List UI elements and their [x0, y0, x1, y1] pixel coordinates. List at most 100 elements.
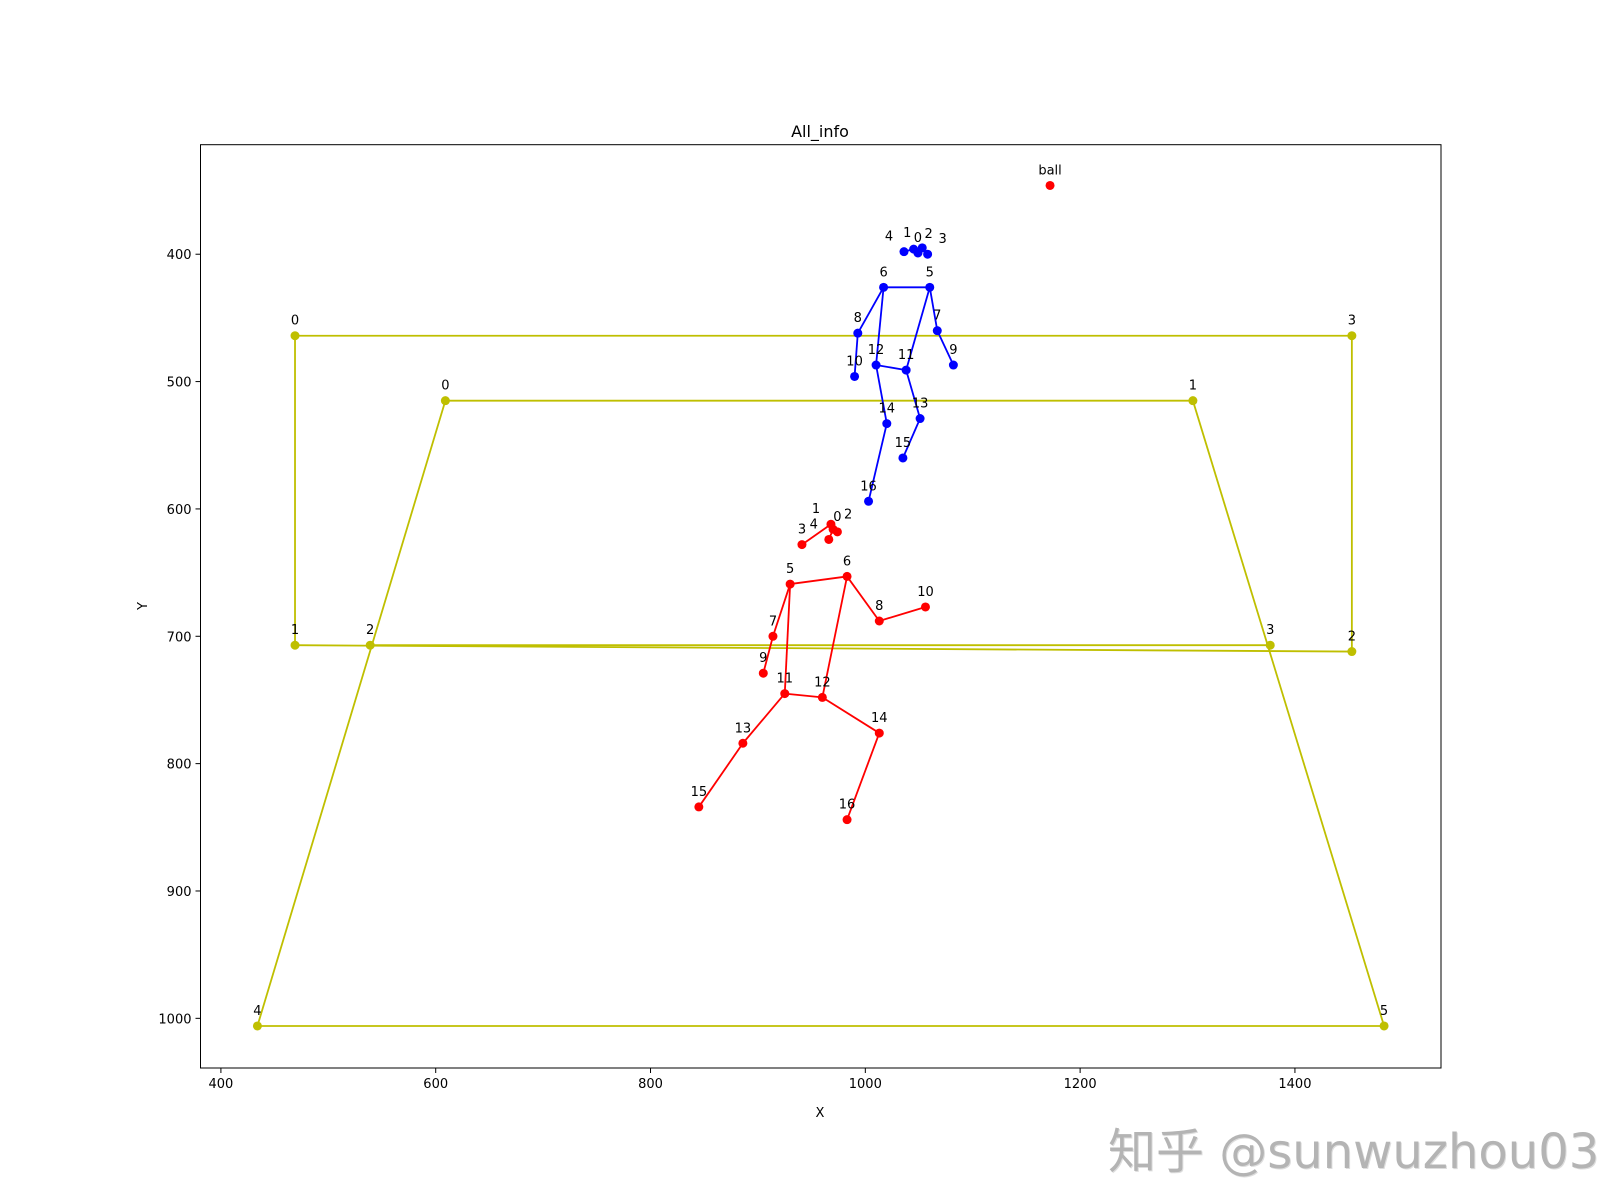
y-tick-label: 800 [167, 758, 192, 773]
player-blue-point-label: 8 [854, 311, 862, 326]
player-blue-point-label: 3 [938, 232, 946, 247]
player-red-edge [762, 636, 774, 674]
court-outer-point [1347, 647, 1357, 657]
player-blue-point [932, 326, 942, 336]
axes-frame [200, 144, 1442, 1069]
player-blue-edge [853, 333, 859, 377]
player-blue-point [923, 249, 933, 259]
player-blue-point [864, 496, 874, 506]
court-inner-edge [1192, 400, 1385, 1027]
player-blue-point [901, 365, 911, 375]
court-inner-point-label: 4 [253, 1004, 261, 1019]
player-blue-point-label: 0 [914, 231, 922, 246]
ball: ball [1038, 163, 1062, 190]
x-axis-label: X [816, 1106, 825, 1121]
player-red-point-label: 3 [798, 523, 806, 538]
player-blue-edge [857, 286, 885, 334]
player-red-point-label: 2 [844, 507, 852, 522]
y-axis-label: Y [136, 602, 151, 611]
player-red-edge [783, 584, 792, 694]
court-outer-edge [295, 644, 1352, 653]
chart-title: All_info [791, 122, 849, 142]
court-outer-point-label: 0 [291, 314, 299, 329]
court-inner-point [440, 396, 450, 406]
player-red-point-label: 7 [769, 614, 777, 629]
player-red-point [842, 815, 852, 825]
court-outer-point [290, 640, 300, 650]
player-red-edge [821, 576, 848, 698]
player-blue-point [915, 414, 925, 424]
court-inner-point [252, 1021, 262, 1031]
player-blue-point-label: 2 [925, 227, 933, 242]
player-blue-point [853, 328, 863, 338]
player-red-point-label: 13 [735, 721, 752, 736]
player-blue-point [879, 282, 889, 292]
x-tick-label: 400 [208, 1077, 233, 1092]
player-red-point [824, 534, 834, 544]
court-inner-point [1379, 1021, 1389, 1031]
court-outer-point-label: 1 [291, 623, 299, 638]
player-red-point [694, 802, 704, 812]
court-outer-point [1347, 331, 1357, 341]
court-inner-point-label: 1 [1189, 379, 1197, 394]
player-blue-point-label: 12 [868, 343, 885, 358]
player-red-point-label: 15 [691, 785, 708, 800]
player-blue-point [850, 371, 860, 381]
player-red-point-label: 14 [871, 711, 888, 726]
player-red-point-label: 11 [776, 672, 793, 687]
player-red-edge [742, 693, 786, 744]
player-blue-point-label: 9 [949, 343, 957, 358]
player-red-point-label: 10 [917, 585, 934, 600]
player-blue-point [948, 360, 958, 370]
x-tick-label: 600 [423, 1077, 448, 1092]
player-blue-edge [905, 369, 921, 419]
player-red-point-label: 9 [759, 651, 767, 666]
player-red-point-label: 6 [843, 554, 851, 569]
player-blue-edge [928, 287, 939, 331]
player-blue-edge [905, 287, 931, 371]
court-inner-point-label: 0 [441, 379, 449, 394]
player-red-point [738, 738, 748, 748]
court-inner-point-label: 2 [366, 623, 374, 638]
player-red-point-label: 5 [786, 562, 794, 577]
court-inner-point-label: 3 [1266, 623, 1274, 638]
ball-point [1045, 180, 1055, 190]
court-inner-point [365, 640, 375, 650]
player-red-point [768, 631, 778, 641]
player-red-point [842, 571, 852, 581]
player-red-edge [821, 696, 880, 734]
player-red-point [874, 616, 884, 626]
player-red-point [785, 579, 795, 589]
ball-point-label: ball [1038, 163, 1061, 178]
player-blue-edge [867, 423, 888, 502]
player-red-edge [790, 575, 848, 585]
player-blue-point [871, 360, 881, 370]
court-inner-edge [256, 400, 447, 1027]
player-blue-point-label: 5 [926, 265, 934, 280]
player-red-edge [784, 692, 823, 699]
player-red-edge [698, 742, 744, 808]
y-tick-label: 1000 [158, 1012, 191, 1027]
player-red-point-label: 1 [812, 502, 820, 517]
player-red-edge [846, 575, 881, 622]
player-blue-point-label: 13 [912, 397, 929, 412]
player-red-point [780, 689, 790, 699]
player-red-point [874, 728, 884, 738]
player-blue-point-label: 4 [885, 230, 893, 245]
court-outer-point-label: 2 [1348, 630, 1356, 645]
x-tick-label: 800 [638, 1077, 663, 1092]
player-blue-edge [902, 418, 921, 459]
player-red-point [797, 540, 807, 550]
player-red-edge [846, 732, 881, 820]
y-tick-label: 700 [167, 630, 192, 645]
player-blue-edge [936, 330, 955, 366]
player-blue-point-label: 14 [879, 402, 896, 417]
player-red-point-label: 0 [833, 510, 841, 525]
player-blue-point [909, 244, 919, 254]
x-tick-label: 1200 [1064, 1077, 1097, 1092]
court-outer: 01 23 [290, 314, 1357, 657]
